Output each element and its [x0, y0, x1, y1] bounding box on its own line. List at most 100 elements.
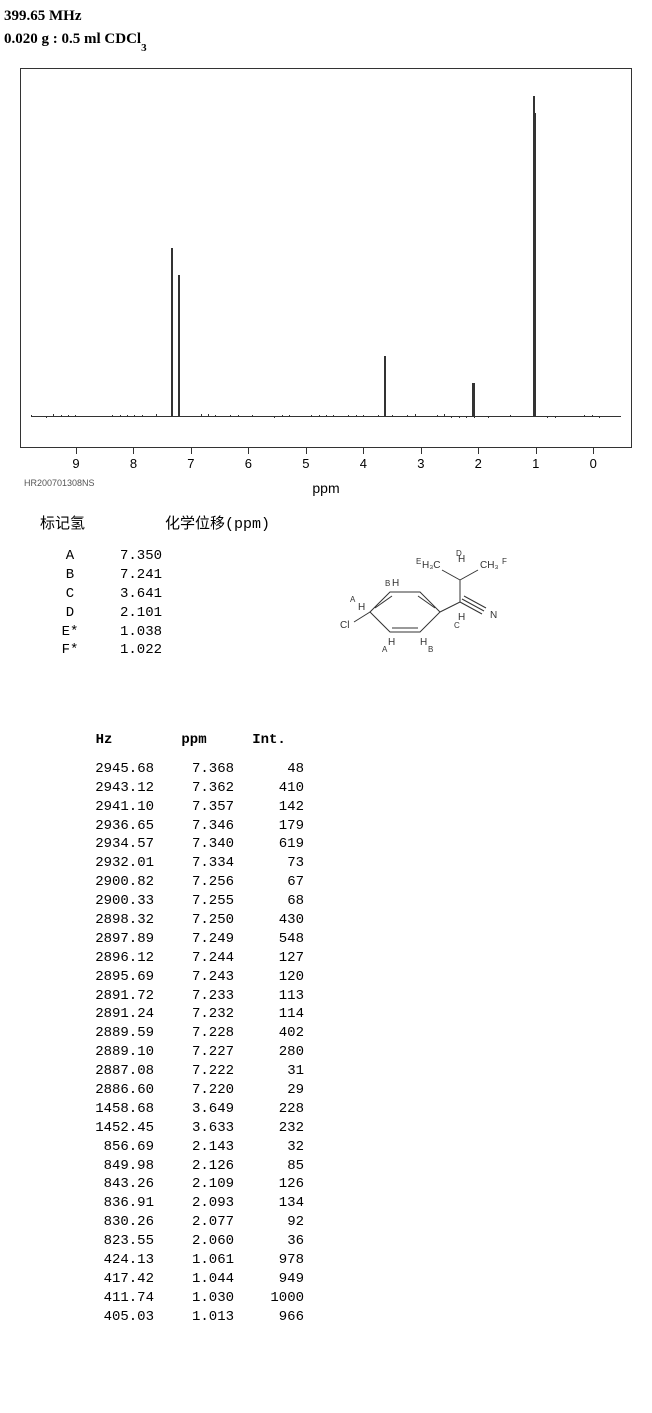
peak-row: 411.741.0301000 — [54, 1289, 652, 1308]
peak-hz: 856.69 — [54, 1138, 154, 1157]
peak-row: 2900.827.25667 — [54, 873, 652, 892]
spectrum-noise — [238, 415, 239, 417]
peak-int: 430 — [234, 911, 304, 930]
peak-table-header: Hz ppm Int. — [54, 731, 652, 750]
spectrum-noise — [83, 416, 84, 417]
svg-text:H: H — [420, 637, 427, 648]
peak-hz: 1452.45 — [54, 1119, 154, 1138]
peak-hz: 1458.68 — [54, 1100, 154, 1119]
peak-ppm: 7.368 — [154, 760, 234, 779]
spectrum-noise — [186, 416, 187, 417]
xaxis-tick — [306, 448, 307, 454]
sample-subscript: 3 — [141, 42, 147, 54]
peak-int: 36 — [234, 1232, 304, 1251]
peak-hz: 823.55 — [54, 1232, 154, 1251]
assignment-label: C — [40, 585, 100, 604]
peak-ppm: 7.346 — [154, 817, 234, 836]
assignment-ppm: 7.350 — [100, 547, 220, 566]
peak-hz: 405.03 — [54, 1308, 154, 1327]
xaxis-tick — [421, 448, 422, 454]
spectrum-noise — [97, 416, 98, 417]
assign-header-left: 标记氢 — [40, 512, 85, 533]
peak-hz: 417.42 — [54, 1270, 154, 1289]
peak-row: 2889.107.227280 — [54, 1043, 652, 1062]
spectrum-noise — [496, 416, 497, 417]
peak-hz: 2897.89 — [54, 930, 154, 949]
peak-row: 843.262.109126 — [54, 1175, 652, 1194]
peak-int: 134 — [234, 1194, 304, 1213]
peak-row: 2943.127.362410 — [54, 779, 652, 798]
peak-ppm: 7.220 — [154, 1081, 234, 1100]
peak-int: 113 — [234, 987, 304, 1006]
spectrum-noise — [540, 416, 541, 417]
spectrum-noise — [260, 416, 261, 417]
peak-int: 1000 — [234, 1289, 304, 1308]
peak-row: 856.692.14332 — [54, 1138, 652, 1157]
svg-text:H: H — [358, 602, 365, 613]
peak-int: 228 — [234, 1100, 304, 1119]
spectrum-noise — [289, 415, 290, 417]
xaxis-tick-label: 2 — [475, 456, 482, 471]
peak-row: 2887.087.22231 — [54, 1062, 652, 1081]
svg-text:H: H — [392, 578, 399, 589]
molecule-structure: Cl A H B H H B H A H C H₃C E CH₃ F H D N — [310, 542, 530, 707]
peak-row: 849.982.12685 — [54, 1157, 652, 1176]
svg-text:C: C — [454, 621, 460, 630]
peak-ppm: 7.244 — [154, 949, 234, 968]
peak-ppm: 7.334 — [154, 854, 234, 873]
svg-text:A: A — [382, 645, 388, 654]
spectrum-noise — [164, 416, 165, 417]
spectrum-noise — [422, 416, 423, 417]
peak-row: 2900.337.25568 — [54, 892, 652, 911]
peak-ppm: 7.232 — [154, 1005, 234, 1024]
spectrum-noise — [208, 414, 209, 417]
peak-hz: 2941.10 — [54, 798, 154, 817]
peak-ppm: 7.340 — [154, 835, 234, 854]
svg-text:E: E — [416, 557, 421, 566]
peak-hz: 2900.82 — [54, 873, 154, 892]
peak-ppm: 7.255 — [154, 892, 234, 911]
assignment-label: E* — [40, 623, 100, 642]
spectrum-noise — [38, 416, 39, 417]
svg-text:H: H — [388, 637, 395, 648]
peak-row: 2886.607.22029 — [54, 1081, 652, 1100]
xaxis-tick-label: 8 — [130, 456, 137, 471]
spectrum-plot — [20, 68, 632, 448]
peak-row: 2934.577.340619 — [54, 835, 652, 854]
peak-ppm: 7.256 — [154, 873, 234, 892]
spectrum-noise — [68, 415, 69, 417]
peak-ppm: 2.109 — [154, 1175, 234, 1194]
peak-row: 2891.727.233113 — [54, 987, 652, 1006]
peak-ppm: 7.233 — [154, 987, 234, 1006]
spectrum-noise — [245, 416, 246, 417]
spectrum-noise — [363, 415, 364, 417]
xaxis-tick-label: 5 — [302, 456, 309, 471]
assignment-row: C3.641 — [40, 585, 270, 604]
peak-row: 836.912.093134 — [54, 1194, 652, 1213]
spectrum-peak — [178, 275, 180, 417]
spectrum-noise — [215, 415, 216, 418]
peak-hz: 2889.10 — [54, 1043, 154, 1062]
spectrum-noise — [319, 415, 320, 417]
spectrum-noise — [444, 414, 445, 417]
peak-header-ppm: ppm — [154, 731, 234, 750]
peak-header-hz: Hz — [54, 731, 154, 750]
spectrum-noise — [341, 416, 342, 417]
peak-hz: 849.98 — [54, 1157, 154, 1176]
spectrum-noise — [429, 416, 430, 417]
spectrum-noise — [592, 415, 593, 417]
spectrum-noise — [230, 415, 231, 417]
peak-ppm: 7.227 — [154, 1043, 234, 1062]
spectrum-noise — [510, 415, 511, 417]
peak-row: 405.031.013966 — [54, 1308, 652, 1327]
peak-row: 2932.017.33473 — [54, 854, 652, 873]
assignment-label: A — [40, 547, 100, 566]
spectrum-noise — [503, 416, 504, 417]
peak-int: 949 — [234, 1270, 304, 1289]
peak-hz: 2900.33 — [54, 892, 154, 911]
peak-hz: 2943.12 — [54, 779, 154, 798]
svg-text:H₃C: H₃C — [422, 560, 441, 571]
peak-row: 2936.657.346179 — [54, 817, 652, 836]
frequency-label: 399.65 MHz — [4, 8, 648, 25]
peak-ppm: 7.249 — [154, 930, 234, 949]
